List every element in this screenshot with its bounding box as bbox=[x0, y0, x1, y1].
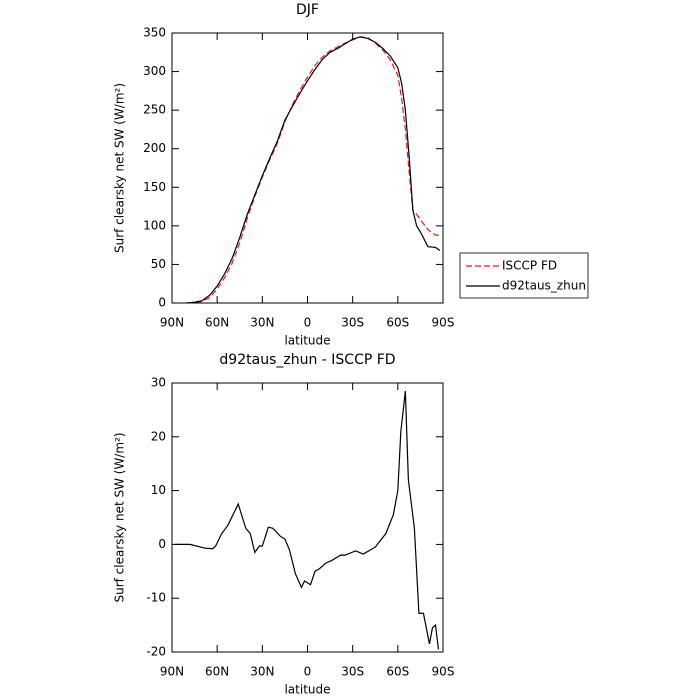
x-tick-label: 30S bbox=[341, 316, 364, 330]
x-tick-label: 30S bbox=[341, 665, 364, 679]
x-tick-label: 0 bbox=[304, 316, 312, 330]
x-tick-label: 30N bbox=[250, 665, 274, 679]
legend-box bbox=[459, 252, 589, 299]
x-tick-label: 30N bbox=[250, 316, 274, 330]
x-tick-label: 60N bbox=[205, 316, 229, 330]
y-tick-label: -10 bbox=[146, 591, 166, 605]
y-axis-label: Surf clearsky net SW (W/m²) bbox=[113, 432, 127, 602]
data-line bbox=[175, 391, 440, 650]
plot-frame bbox=[171, 32, 444, 304]
y-tick-label: 250 bbox=[143, 103, 166, 117]
y-tick-label: 30 bbox=[151, 376, 166, 390]
y-tick-label: 50 bbox=[151, 257, 166, 271]
y-tick-label: 0 bbox=[158, 296, 166, 310]
x-tick-label: 60N bbox=[205, 665, 229, 679]
x-tick-label: 90S bbox=[432, 665, 455, 679]
x-tick-label: 0 bbox=[304, 665, 312, 679]
y-tick-label: 0 bbox=[158, 537, 166, 551]
data-line bbox=[186, 36, 440, 304]
y-tick-label: 20 bbox=[151, 429, 166, 443]
data-line bbox=[186, 36, 441, 304]
x-tick-label: 90N bbox=[160, 316, 184, 330]
chart-title: DJF bbox=[296, 2, 319, 18]
y-tick-label: 150 bbox=[143, 180, 166, 194]
y-axis-label: Surf clearsky net SW (W/m²) bbox=[113, 83, 127, 253]
x-tick-label: 60S bbox=[386, 665, 409, 679]
x-axis-label: latitude bbox=[284, 683, 330, 697]
plot-frame bbox=[171, 382, 444, 653]
x-tick-label: 90N bbox=[160, 665, 184, 679]
x-tick-label: 60S bbox=[386, 316, 409, 330]
legend-label: d92taus_zhun bbox=[502, 279, 586, 293]
y-tick-label: 200 bbox=[143, 141, 166, 155]
chart-title: d92taus_zhun - ISCCP FD bbox=[219, 352, 395, 368]
y-tick-label: 300 bbox=[143, 64, 166, 78]
y-tick-label: 100 bbox=[143, 218, 166, 232]
y-tick-label: 350 bbox=[143, 26, 166, 40]
y-tick-label: -20 bbox=[146, 645, 166, 659]
x-tick-label: 90S bbox=[432, 316, 455, 330]
y-tick-label: 10 bbox=[151, 483, 166, 497]
x-axis-label: latitude bbox=[284, 334, 330, 348]
legend-label: ISCCP FD bbox=[502, 259, 557, 273]
